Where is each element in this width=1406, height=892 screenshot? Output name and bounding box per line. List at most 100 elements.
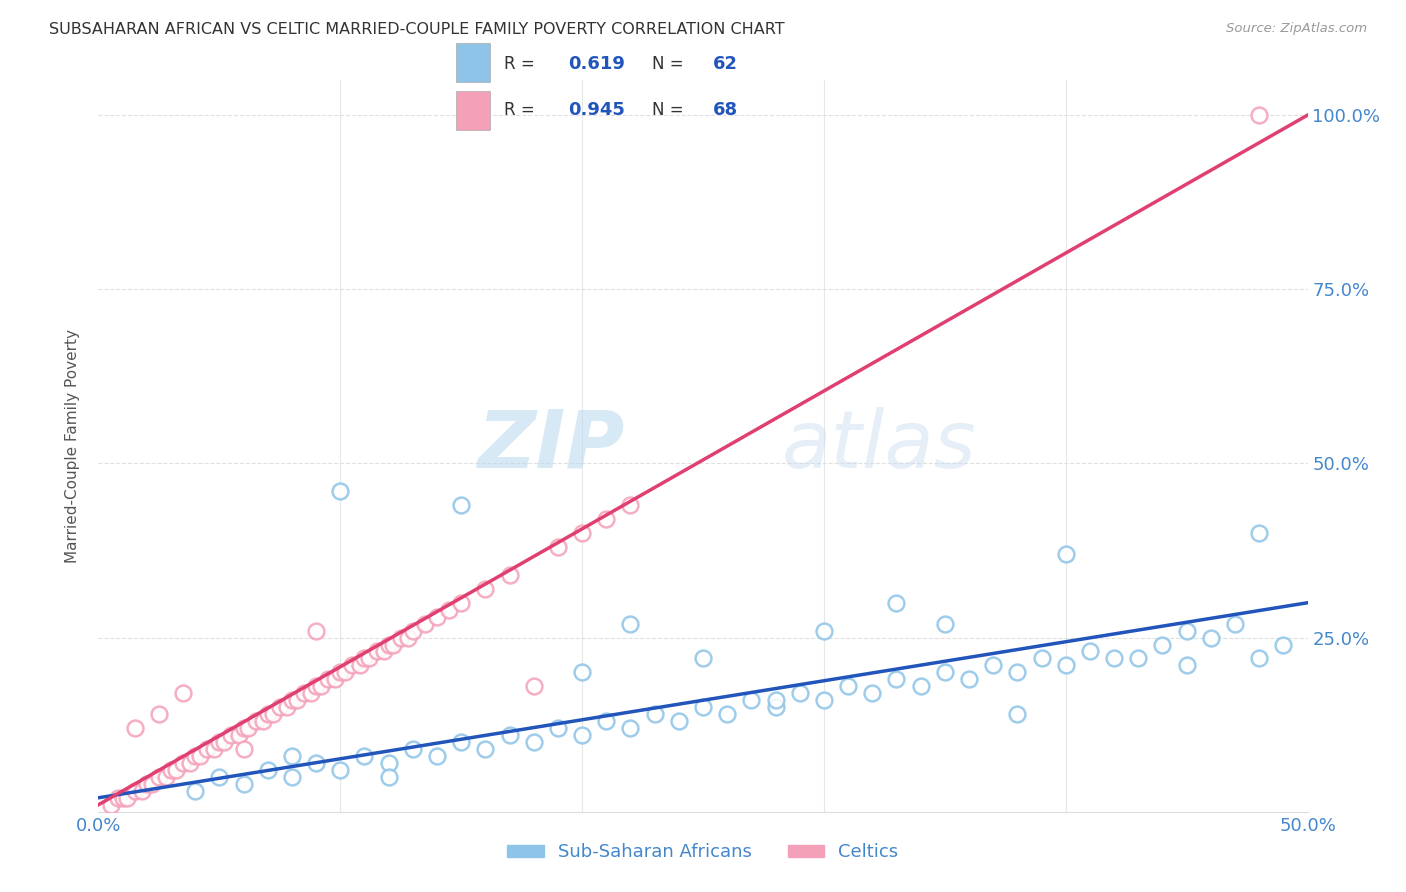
Point	[571, 526, 593, 541]
Point	[571, 665, 593, 680]
Point	[934, 616, 956, 631]
Point	[131, 784, 153, 798]
Point	[353, 651, 375, 665]
Point	[305, 756, 328, 770]
Bar	[457, 43, 491, 82]
Point	[389, 631, 412, 645]
Point	[325, 673, 347, 687]
Point	[1128, 651, 1150, 665]
Text: atlas: atlas	[782, 407, 976, 485]
Point	[329, 484, 352, 499]
Point	[309, 679, 332, 693]
Point	[165, 763, 187, 777]
Point	[208, 735, 231, 749]
Point	[813, 624, 835, 638]
Point	[349, 658, 371, 673]
Point	[269, 700, 291, 714]
Point	[342, 658, 364, 673]
Point	[366, 644, 388, 658]
Point	[228, 728, 250, 742]
Point	[1175, 658, 1198, 673]
Point	[1249, 651, 1271, 665]
Point	[276, 700, 298, 714]
Point	[474, 582, 496, 596]
Point	[305, 679, 328, 693]
Point	[692, 700, 714, 714]
Point	[1054, 547, 1077, 561]
Point	[402, 624, 425, 638]
Point	[107, 790, 129, 805]
Point	[179, 756, 201, 770]
Point	[172, 686, 194, 700]
Point	[281, 749, 304, 764]
Point	[333, 665, 356, 680]
Point	[252, 714, 274, 728]
Legend: Sub-Saharan Africans, Celtics: Sub-Saharan Africans, Celtics	[501, 836, 905, 869]
Text: R =: R =	[503, 101, 540, 119]
Point	[813, 693, 835, 707]
Point	[281, 693, 304, 707]
Point	[957, 673, 980, 687]
Point	[547, 721, 569, 735]
Point	[359, 651, 381, 665]
Point	[498, 728, 520, 742]
Point	[292, 686, 315, 700]
Point	[124, 784, 146, 798]
Point	[382, 638, 405, 652]
Point	[1272, 638, 1295, 652]
Point	[1223, 616, 1246, 631]
Point	[148, 770, 170, 784]
Point	[619, 616, 641, 631]
Point	[1199, 631, 1222, 645]
Point	[740, 693, 762, 707]
Point	[188, 749, 211, 764]
Point	[195, 742, 218, 756]
Point	[148, 707, 170, 722]
Point	[256, 763, 278, 777]
Point	[245, 714, 267, 728]
Point	[184, 784, 207, 798]
Point	[765, 693, 787, 707]
Point	[212, 735, 235, 749]
Point	[619, 498, 641, 512]
Point	[377, 756, 399, 770]
Point	[523, 679, 546, 693]
Point	[1249, 108, 1271, 122]
Point	[1152, 638, 1174, 652]
Point	[1249, 526, 1271, 541]
Point	[860, 686, 883, 700]
Point	[316, 673, 339, 687]
Point	[135, 777, 157, 791]
Point	[135, 777, 157, 791]
Point	[1078, 644, 1101, 658]
Point	[305, 624, 328, 638]
Text: Source: ZipAtlas.com: Source: ZipAtlas.com	[1226, 22, 1367, 36]
Point	[124, 721, 146, 735]
Point	[238, 721, 260, 735]
Point	[426, 609, 449, 624]
Text: N =: N =	[652, 101, 689, 119]
Point	[172, 756, 194, 770]
Point	[232, 777, 254, 791]
Point	[111, 790, 134, 805]
Point	[498, 567, 520, 582]
Point	[450, 596, 472, 610]
Point	[281, 770, 304, 784]
Point	[262, 707, 284, 722]
Point	[668, 714, 690, 728]
Point	[437, 603, 460, 617]
Point	[256, 707, 278, 722]
Point	[377, 770, 399, 784]
Point	[765, 700, 787, 714]
Point	[402, 742, 425, 756]
Point	[934, 665, 956, 680]
Point	[353, 749, 375, 764]
Point	[547, 540, 569, 554]
Text: SUBSAHARAN AFRICAN VS CELTIC MARRIED-COUPLE FAMILY POVERTY CORRELATION CHART: SUBSAHARAN AFRICAN VS CELTIC MARRIED-COU…	[49, 22, 785, 37]
Text: 0.945: 0.945	[568, 101, 624, 119]
Point	[232, 742, 254, 756]
Point	[1031, 651, 1053, 665]
Point	[1007, 665, 1029, 680]
Point	[141, 777, 163, 791]
Point	[910, 679, 932, 693]
